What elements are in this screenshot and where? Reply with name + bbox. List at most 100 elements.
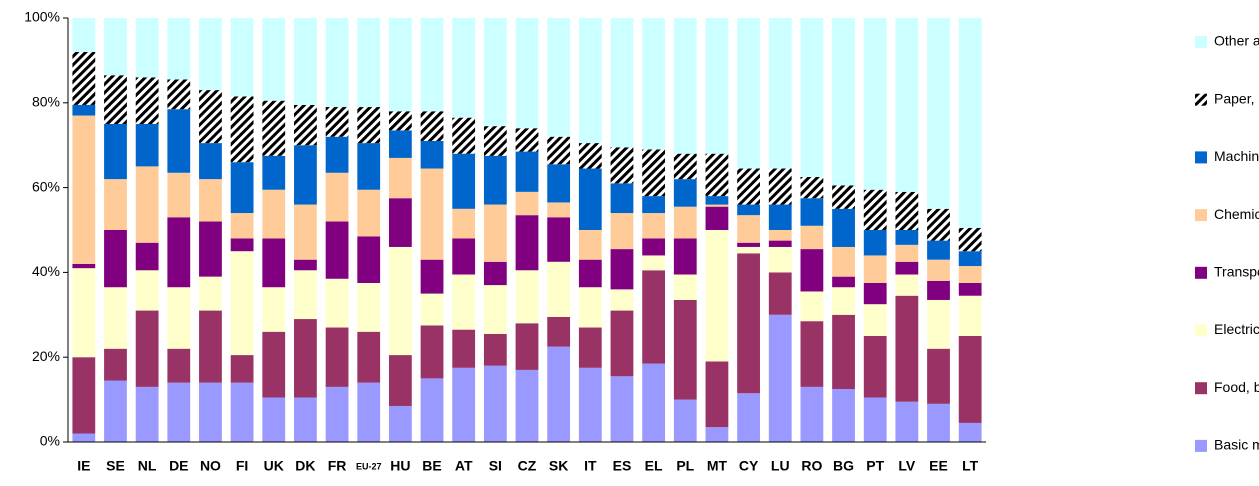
bar-segment [515, 18, 539, 129]
bar-segment [895, 261, 919, 275]
legend-label: Chemicals & fibres [1214, 206, 1259, 222]
bar-segment [642, 255, 666, 271]
legend-swatch [1195, 382, 1207, 395]
bar-segment [72, 51, 96, 105]
x-tick-label: EE [929, 458, 948, 474]
bar-segment [895, 191, 919, 230]
bar-segment [737, 204, 760, 216]
bar-segment [768, 246, 792, 273]
bar-segment [515, 191, 539, 216]
bar-segment [135, 18, 159, 78]
bar-segment [357, 189, 381, 237]
bar-segment [452, 117, 476, 154]
bar-segment [895, 18, 919, 192]
bar-segment [958, 336, 982, 423]
x-tick-label: LU [771, 458, 790, 474]
bar-segment [325, 278, 349, 328]
bar-segment [673, 238, 697, 275]
x-tick-label: FR [328, 458, 347, 474]
legend-label: Paper, publishing & printing [1214, 90, 1259, 106]
x-tick-label: LV [898, 458, 916, 474]
bar-segment [863, 189, 887, 230]
bar-segment [642, 196, 666, 214]
bar-segment [167, 287, 191, 349]
legend-swatch [1195, 93, 1207, 106]
bar-segment [104, 18, 127, 76]
bar-segment [104, 75, 127, 124]
x-tick-label: HU [390, 458, 410, 474]
legend-label: Food, beverage & tobacco [1214, 379, 1259, 395]
bar-segment [199, 310, 222, 383]
bar-segment [72, 268, 96, 358]
bar-segment [420, 140, 444, 169]
bar-segment [230, 355, 254, 383]
legend-label: Basic metals & metal products [1214, 437, 1259, 453]
bar-segment [294, 270, 317, 320]
legend-swatch [1195, 266, 1207, 279]
bar-segment [515, 151, 539, 192]
bar-segment [167, 348, 191, 383]
bar-segment [199, 179, 222, 222]
bar-segment [547, 202, 571, 218]
bar-segment [642, 149, 666, 197]
x-tick-label: PT [866, 458, 884, 474]
x-tick-label: AT [455, 458, 473, 474]
bar-segment [610, 213, 634, 250]
bar-segment [768, 204, 792, 230]
bar-segment [800, 291, 824, 322]
x-tick-label: LT [962, 458, 979, 474]
bar-segment [705, 427, 729, 442]
bar-segment [262, 18, 286, 101]
bar-segment [515, 128, 539, 152]
bar-segment [927, 259, 950, 281]
bar-segment [547, 217, 571, 262]
bar-segment [483, 365, 507, 442]
bar-segment [230, 251, 254, 356]
bar-segment [705, 18, 729, 154]
legend-swatch [1195, 36, 1207, 48]
bar-segment [705, 230, 729, 362]
bar-segment [325, 221, 349, 279]
bar-segment [578, 230, 602, 260]
bar-segment [768, 240, 792, 247]
bar-segment [800, 249, 824, 292]
bar-segment [325, 107, 349, 137]
bar-segment [104, 287, 127, 349]
bar-segment [294, 104, 317, 146]
bar-segment [547, 164, 571, 203]
bar-segment [642, 363, 666, 442]
bar-segment [895, 230, 919, 245]
bar-segment [420, 18, 444, 112]
bar-segment [610, 249, 634, 290]
bar-segment [104, 348, 127, 381]
bar-segment [958, 295, 982, 336]
bar-segment [895, 401, 919, 442]
x-tick-label: SK [549, 458, 568, 474]
bar-segment [705, 196, 729, 205]
bar-segment [388, 355, 412, 406]
bar-segment [800, 321, 824, 387]
x-tick-label: RO [801, 458, 822, 474]
bar-segment [578, 168, 602, 230]
bar-segment [958, 283, 982, 296]
bar-segment [832, 276, 855, 288]
bar-segment [452, 274, 476, 330]
bar-segment [610, 18, 634, 148]
bar-segment [135, 310, 159, 387]
x-tick-label: UK [264, 458, 284, 474]
bar-segment [230, 238, 254, 252]
bar-segment [357, 283, 381, 332]
bar-segment [167, 109, 191, 173]
bar-segment [547, 136, 571, 165]
bar-segment [420, 111, 444, 141]
bar-segment [515, 323, 539, 370]
bar-segment [673, 18, 697, 154]
bar-segment [230, 213, 254, 239]
bar-segment [515, 369, 539, 442]
bar-segment [72, 104, 96, 116]
bar-segment [800, 386, 824, 442]
bar-segment [863, 336, 887, 398]
bar-segment [832, 314, 855, 389]
bar-segment [483, 204, 507, 262]
bar-segment [135, 77, 159, 124]
